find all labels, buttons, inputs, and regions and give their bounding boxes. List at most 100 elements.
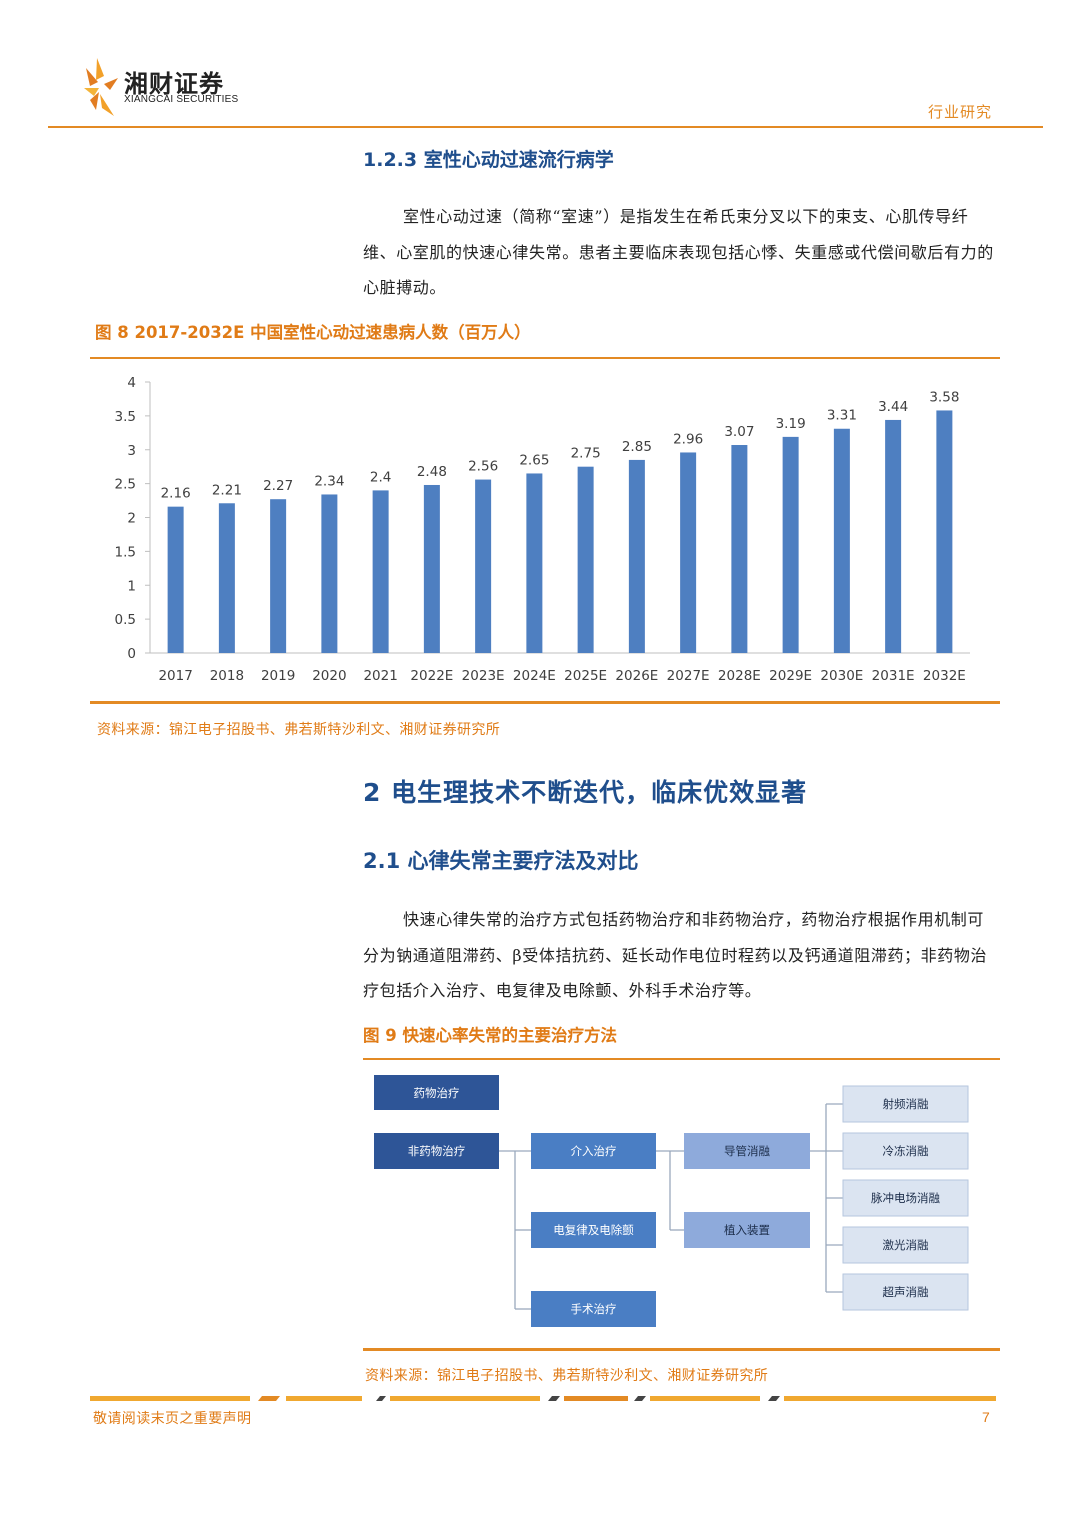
figure-9-title: 图 9 快速心率失常的主要治疗方法 [363, 1026, 617, 1045]
figure-9-top-rule [363, 1058, 1000, 1060]
figure-9-source: 资料来源：锦江电子招股书、弗若斯特沙利文、湘财证券研究所 [365, 1368, 769, 1384]
y-tick-label: 2 [127, 511, 136, 527]
bar [475, 479, 492, 653]
bar [372, 490, 389, 653]
bar-value-label: 2.48 [417, 464, 447, 480]
bar [833, 428, 850, 653]
node-label: 激光消融 [883, 1238, 929, 1252]
y-tick-label: 0 [127, 646, 136, 662]
y-tick-label: 4 [127, 375, 136, 391]
bar-value-label: 2.65 [519, 452, 549, 468]
paragraph-text: 快速心律失常的治疗方式包括药物治疗和非药物治疗，药物治疗根据作用机制可分为钠通道… [363, 910, 988, 1000]
bar-value-label: 2.75 [571, 446, 601, 462]
x-tick-label: 2023E [462, 668, 505, 684]
node-label: 射频消融 [883, 1097, 929, 1111]
node-label: 电复律及电除颤 [553, 1223, 634, 1237]
diagram-connectors [499, 1103, 843, 1310]
y-tick-label: 1.5 [115, 544, 136, 560]
y-tick-label: 3.5 [115, 409, 136, 425]
node-label: 脉冲电场消融 [871, 1191, 940, 1205]
node-label: 药物治疗 [414, 1086, 460, 1100]
bar [628, 459, 645, 653]
x-tick-label: 2029E [769, 668, 812, 684]
bar-value-label: 3.07 [724, 424, 754, 440]
figure-8-bottom-rule [90, 701, 1000, 704]
node-rf-ablation: 射频消融 [842, 1085, 969, 1123]
bar-value-label: 3.31 [827, 408, 857, 424]
bar-value-label: 3.19 [776, 416, 806, 432]
report-type-tag: 行业研究 [927, 103, 992, 121]
bar [270, 499, 287, 653]
paragraph-text: 室性心动过速（简称“室速”）是指发生在希氏束分叉以下的束支、心肌传导纤维、心室肌… [363, 207, 994, 297]
bar-value-label: 3.58 [929, 389, 959, 405]
bar [577, 466, 594, 653]
y-tick-label: 3 [127, 443, 136, 459]
bar [218, 503, 235, 653]
treatment-tree-diagram: 药物治疗 非药物治疗 介入治疗 电复律及电除颤 手术治疗 导管消融 植入装置 射… [374, 1075, 969, 1327]
x-tick-label: 2021 [363, 668, 397, 684]
x-tick-label: 2031E [872, 668, 915, 684]
y-tick-label: 2.5 [115, 477, 136, 493]
y-tick-label: 0.5 [115, 612, 136, 628]
node-non-drug-therapy: 非药物治疗 [374, 1133, 499, 1169]
figure-9-bottom-rule [363, 1348, 1000, 1351]
bar-value-label: 3.44 [878, 399, 908, 415]
x-tick-label: 2026E [615, 668, 658, 684]
bar [321, 494, 338, 653]
x-tick-label: 2032E [923, 668, 966, 684]
bar [526, 473, 543, 653]
bar [731, 445, 748, 653]
header-divider [48, 126, 1043, 128]
node-label: 植入装置 [724, 1223, 770, 1237]
bar-value-label: 2.34 [314, 473, 344, 489]
x-tick-label: 2025E [564, 668, 607, 684]
logo-text-en: XIANGCAI SECURITIES [124, 94, 239, 105]
bar-value-label: 2.85 [622, 439, 652, 455]
y-tick-label: 1 [127, 578, 136, 594]
node-label: 介入治疗 [571, 1144, 617, 1158]
bar [885, 419, 902, 653]
node-laser-ablation: 激光消融 [842, 1226, 969, 1264]
bar [782, 436, 799, 653]
node-catheter-ablation: 导管消融 [684, 1133, 810, 1169]
node-cryo-ablation: 冷冻消融 [842, 1132, 969, 1170]
bar-value-label: 2.56 [468, 459, 498, 475]
node-label: 超声消融 [883, 1285, 929, 1299]
bar [423, 484, 440, 653]
node-label: 导管消融 [724, 1144, 770, 1158]
bar [680, 452, 697, 653]
section-heading-1-2-3: 1.2.3 室性心动过速流行病学 [363, 149, 614, 171]
figure-8-source: 资料来源：锦江电子招股书、弗若斯特沙利文、湘财证券研究所 [97, 722, 501, 738]
node-pulsed-field-ablation: 脉冲电场消融 [842, 1179, 969, 1217]
bar-value-label: 2.96 [673, 431, 703, 447]
node-surgery: 手术治疗 [531, 1291, 656, 1327]
node-drug-therapy: 药物治疗 [374, 1075, 499, 1110]
figure-8-top-rule [90, 357, 1000, 359]
x-tick-label: 2018 [210, 668, 244, 684]
bar-value-label: 2.4 [370, 469, 391, 485]
x-tick-label: 2027E [667, 668, 710, 684]
x-tick-label: 2020 [312, 668, 346, 684]
bar-value-label: 2.16 [161, 486, 191, 502]
paragraph-vt-definition: 室性心动过速（简称“室速”）是指发生在希氏束分叉以下的束支、心肌传导纤维、心室肌… [363, 199, 999, 306]
logo-text-cn: 湘财证券 [124, 70, 224, 98]
node-label: 手术治疗 [571, 1302, 617, 1316]
node-ultrasound-ablation: 超声消融 [842, 1273, 969, 1311]
node-cardioversion: 电复律及电除颤 [531, 1212, 656, 1248]
bar [936, 410, 953, 653]
page-number: 7 [982, 1409, 990, 1425]
x-tick-label: 2019 [261, 668, 295, 684]
node-label: 非药物治疗 [408, 1144, 466, 1158]
x-tick-label: 2017 [158, 668, 192, 684]
paragraph-treatment-methods: 快速心律失常的治疗方式包括药物治疗和非药物治疗，药物治疗根据作用机制可分为钠通道… [363, 902, 999, 1009]
bar-value-label: 2.27 [263, 478, 293, 494]
footer-decorative-bar [90, 1396, 996, 1401]
footer-disclaimer-note: 敬请阅读末页之重要声明 [93, 1411, 252, 1427]
section-heading-2: 2 电生理技术不断迭代，临床优效显著 [363, 778, 808, 807]
node-interventional: 介入治疗 [531, 1133, 656, 1169]
xiangcai-logo-icon [84, 58, 118, 116]
section-heading-2-1: 2.1 心律失常主要疗法及对比 [363, 849, 639, 873]
node-implant-device: 植入装置 [684, 1212, 810, 1248]
x-tick-label: 2022E [410, 668, 453, 684]
x-tick-label: 2028E [718, 668, 761, 684]
